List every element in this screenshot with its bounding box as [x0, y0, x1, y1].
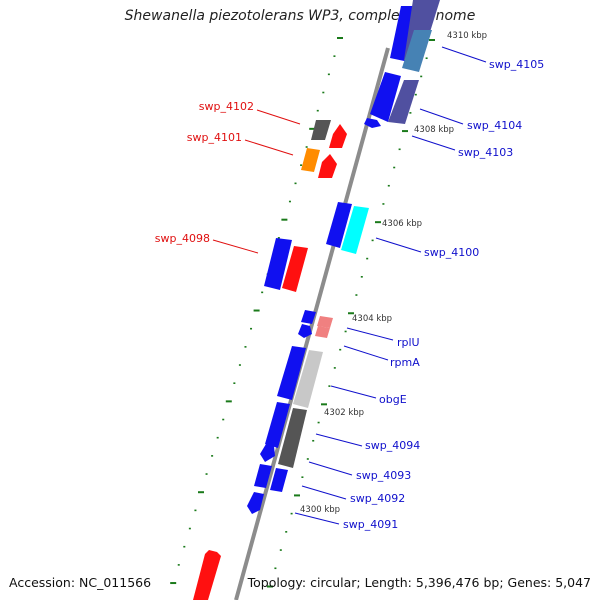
- gene-arrow[interactable]: [315, 326, 330, 338]
- gene-label[interactable]: rpmA: [390, 356, 420, 369]
- gene-arrow[interactable]: [326, 202, 352, 248]
- gene-leader-line: [256, 109, 301, 125]
- gene-arrow[interactable]: [277, 346, 306, 400]
- gene-leader-line: [375, 237, 422, 253]
- gene-leader-line: [330, 385, 377, 399]
- gene-leader-line: [301, 485, 347, 500]
- gene-leader-line: [315, 433, 363, 447]
- genome-summary-text: Topology: circular; Length: 5,396,476 bp…: [247, 575, 591, 590]
- gene-leader-line: [212, 239, 259, 254]
- gene-label[interactable]: swp_4098: [155, 232, 210, 245]
- gene-arrow[interactable]: [278, 408, 307, 468]
- kbp-label: 4300 kbp: [300, 505, 340, 515]
- gene-arrow[interactable]: [247, 492, 264, 514]
- gene-arrow[interactable]: [341, 206, 369, 254]
- gene-label[interactable]: swp_4103: [458, 146, 513, 159]
- gene-arrow[interactable]: [329, 124, 347, 148]
- gene-arrow[interactable]: [282, 246, 308, 292]
- gene-arrow[interactable]: [254, 464, 272, 488]
- map-title: Shewanella piezotolerans WP3, complete g…: [124, 8, 476, 24]
- kbp-label: 4306 kbp: [382, 219, 422, 229]
- gene-leader-line: [294, 512, 340, 525]
- gene-label[interactable]: swp_4093: [356, 469, 411, 482]
- gene-label[interactable]: swp_4092: [350, 492, 405, 505]
- gene-leader-line: [411, 135, 456, 151]
- kbp-label: 4310 kbp: [447, 31, 487, 41]
- gene-arrow[interactable]: [264, 238, 292, 290]
- gene-arrow[interactable]: [193, 550, 221, 600]
- gene-arrow[interactable]: [270, 468, 288, 492]
- gene-label[interactable]: swp_4094: [365, 439, 420, 452]
- gene-arrow[interactable]: [364, 118, 381, 128]
- gene-arrow[interactable]: [370, 72, 401, 122]
- kbp-label: 4304 kbp: [352, 314, 392, 324]
- gene-leader-line: [346, 327, 394, 341]
- gene-arrow[interactable]: [318, 154, 337, 178]
- gene-label[interactable]: obgE: [379, 393, 407, 406]
- gene-leader-line: [308, 461, 353, 476]
- gene-label[interactable]: swp_4105: [489, 58, 544, 71]
- gene-arrow[interactable]: [301, 148, 320, 172]
- gene-arrow[interactable]: [388, 80, 419, 124]
- gene-label[interactable]: swp_4101: [187, 131, 242, 144]
- gene-arrow[interactable]: [298, 324, 312, 338]
- major-ticks: [267, 39, 435, 588]
- kbp-label: 4302 kbp: [324, 408, 364, 418]
- gene-arrow[interactable]: [293, 350, 323, 408]
- gene-label[interactable]: swp_4100: [424, 246, 479, 259]
- gene-arrow[interactable]: [311, 120, 331, 140]
- gene-arrow[interactable]: [265, 402, 290, 448]
- gene-label[interactable]: swp_4102: [199, 100, 254, 113]
- kbp-label: 4308 kbp: [414, 125, 454, 135]
- gene-arrow[interactable]: [260, 444, 275, 462]
- gene-label[interactable]: rplU: [397, 336, 420, 349]
- accession-text: Accession: NC_011566: [9, 575, 152, 590]
- gene-leader-line: [244, 139, 294, 156]
- gene-arrow[interactable]: [301, 310, 316, 324]
- gene-leader-line: [419, 108, 464, 125]
- gene-leader-line: [343, 345, 389, 361]
- gene-label[interactable]: swp_4104: [467, 119, 522, 132]
- gene-arrow[interactable]: [317, 316, 333, 328]
- gene-leader-line: [441, 46, 487, 63]
- gene-label[interactable]: swp_4091: [343, 518, 398, 531]
- gene-arrow[interactable]: [402, 30, 432, 72]
